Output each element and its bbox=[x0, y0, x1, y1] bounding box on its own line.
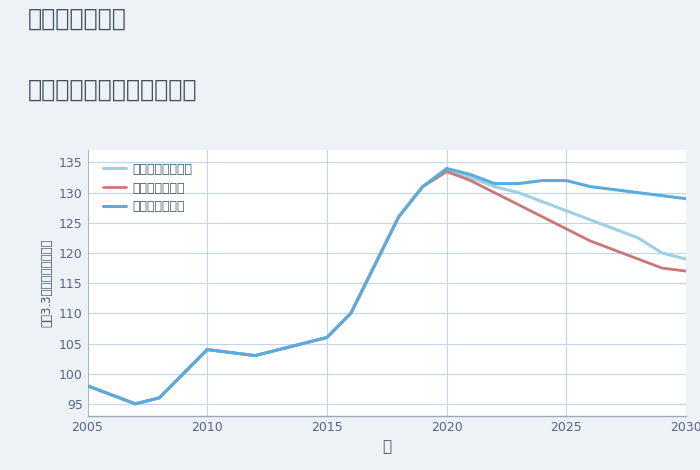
バッドシナリオ bbox=[107, 392, 116, 398]
グッドシナリオ bbox=[466, 172, 475, 177]
ノーマルシナリオ bbox=[634, 235, 643, 241]
ノーマルシナリオ bbox=[562, 208, 570, 213]
ノーマルシナリオ bbox=[83, 383, 92, 389]
バッドシナリオ bbox=[179, 371, 188, 376]
グッドシナリオ bbox=[610, 187, 618, 192]
グッドシナリオ bbox=[538, 178, 547, 183]
Line: グッドシナリオ: グッドシナリオ bbox=[88, 169, 686, 404]
ノーマルシナリオ bbox=[131, 401, 139, 407]
ノーマルシナリオ bbox=[514, 190, 523, 196]
バッドシナリオ bbox=[346, 311, 355, 316]
バッドシナリオ bbox=[682, 268, 690, 274]
ノーマルシナリオ bbox=[275, 347, 284, 352]
ノーマルシナリオ bbox=[586, 217, 594, 223]
グッドシナリオ bbox=[83, 383, 92, 389]
ノーマルシナリオ bbox=[658, 250, 666, 256]
グッドシナリオ bbox=[514, 181, 523, 187]
ノーマルシナリオ bbox=[466, 175, 475, 180]
ノーマルシナリオ bbox=[323, 335, 331, 340]
バッドシナリオ bbox=[442, 169, 451, 174]
バッドシナリオ bbox=[203, 347, 211, 352]
グッドシナリオ bbox=[179, 371, 188, 376]
Y-axis label: 坪（3.3㎡）単価（万円）: 坪（3.3㎡）単価（万円） bbox=[40, 239, 53, 328]
グッドシナリオ bbox=[155, 395, 164, 400]
ノーマルシナリオ bbox=[203, 347, 211, 352]
グッドシナリオ bbox=[395, 214, 403, 219]
ノーマルシナリオ bbox=[490, 184, 498, 189]
グッドシナリオ bbox=[658, 193, 666, 198]
グッドシナリオ bbox=[586, 184, 594, 189]
ノーマルシナリオ bbox=[299, 341, 307, 346]
バッドシナリオ bbox=[586, 238, 594, 244]
グッドシナリオ bbox=[346, 311, 355, 316]
バッドシナリオ bbox=[490, 190, 498, 196]
ノーマルシナリオ bbox=[442, 169, 451, 174]
Text: 中古マンションの価格推移: 中古マンションの価格推移 bbox=[28, 78, 197, 102]
ノーマルシナリオ bbox=[395, 214, 403, 219]
ノーマルシナリオ bbox=[610, 226, 618, 232]
バッドシナリオ bbox=[562, 226, 570, 232]
ノーマルシナリオ bbox=[155, 395, 164, 400]
ノーマルシナリオ bbox=[346, 311, 355, 316]
X-axis label: 年: 年 bbox=[382, 439, 391, 454]
ノーマルシナリオ bbox=[370, 262, 379, 268]
Text: 兵庫県手柄駅の: 兵庫県手柄駅の bbox=[28, 7, 127, 31]
バッドシナリオ bbox=[538, 214, 547, 219]
バッドシナリオ bbox=[658, 265, 666, 271]
グッドシナリオ bbox=[490, 181, 498, 187]
グッドシナリオ bbox=[275, 347, 284, 352]
バッドシナリオ bbox=[514, 202, 523, 208]
ノーマルシナリオ bbox=[251, 353, 259, 359]
グッドシナリオ bbox=[370, 262, 379, 268]
グッドシナリオ bbox=[562, 178, 570, 183]
バッドシナリオ bbox=[610, 247, 618, 253]
グッドシナリオ bbox=[131, 401, 139, 407]
グッドシナリオ bbox=[299, 341, 307, 346]
グッドシナリオ bbox=[442, 166, 451, 172]
バッドシナリオ bbox=[155, 395, 164, 400]
バッドシナリオ bbox=[419, 184, 427, 189]
グッドシナリオ bbox=[203, 347, 211, 352]
バッドシナリオ bbox=[370, 262, 379, 268]
ノーマルシナリオ bbox=[419, 184, 427, 189]
ノーマルシナリオ bbox=[538, 199, 547, 204]
バッドシナリオ bbox=[275, 347, 284, 352]
グッドシナリオ bbox=[634, 190, 643, 196]
ノーマルシナリオ bbox=[179, 371, 188, 376]
バッドシナリオ bbox=[227, 350, 235, 355]
Line: ノーマルシナリオ: ノーマルシナリオ bbox=[88, 172, 686, 404]
Legend: ノーマルシナリオ, バッドシナリオ, グッドシナリオ: ノーマルシナリオ, バッドシナリオ, グッドシナリオ bbox=[99, 159, 196, 217]
バッドシナリオ bbox=[83, 383, 92, 389]
バッドシナリオ bbox=[466, 178, 475, 183]
バッドシナリオ bbox=[634, 256, 643, 262]
バッドシナリオ bbox=[299, 341, 307, 346]
バッドシナリオ bbox=[131, 401, 139, 407]
グッドシナリオ bbox=[107, 392, 116, 398]
バッドシナリオ bbox=[395, 214, 403, 219]
バッドシナリオ bbox=[323, 335, 331, 340]
グッドシナリオ bbox=[251, 353, 259, 359]
Line: バッドシナリオ: バッドシナリオ bbox=[88, 172, 686, 404]
バッドシナリオ bbox=[251, 353, 259, 359]
ノーマルシナリオ bbox=[682, 256, 690, 262]
ノーマルシナリオ bbox=[227, 350, 235, 355]
グッドシナリオ bbox=[323, 335, 331, 340]
グッドシナリオ bbox=[682, 196, 690, 202]
ノーマルシナリオ bbox=[107, 392, 116, 398]
グッドシナリオ bbox=[419, 184, 427, 189]
グッドシナリオ bbox=[227, 350, 235, 355]
